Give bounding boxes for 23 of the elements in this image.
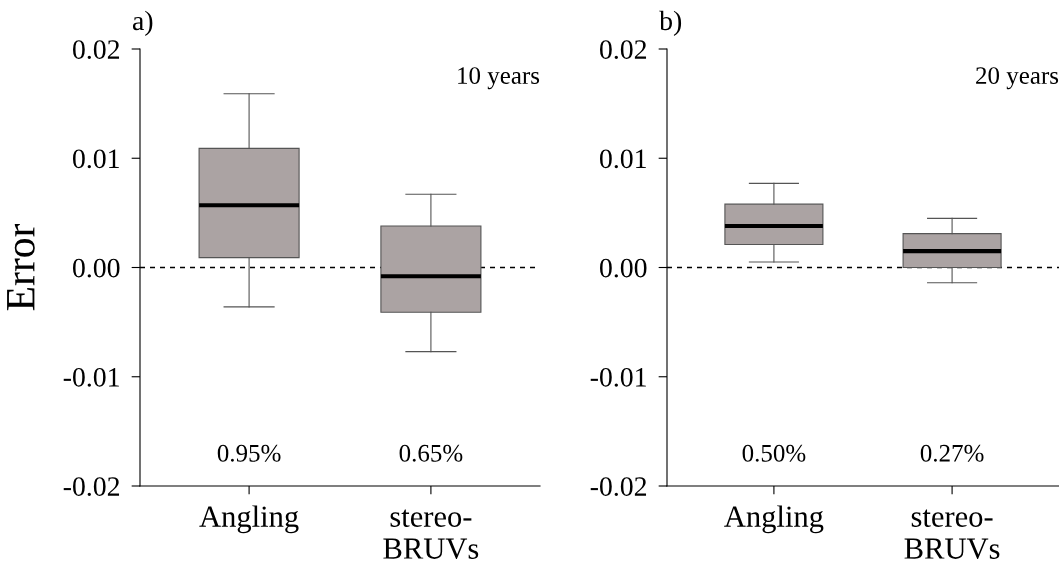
y-tick-label: 0.01 — [73, 149, 119, 169]
y-tick-label: 0.01 — [600, 149, 646, 169]
x-tick-label: stereo- BRUVs — [383, 509, 479, 560]
y-tick-label: -0.02 — [63, 477, 120, 497]
annotation: 0.95% — [217, 444, 281, 462]
x-tick-label: Angling — [199, 505, 299, 534]
y-axis-title: Error — [7, 223, 35, 311]
y-tick-label: -0.01 — [63, 367, 119, 387]
chart-title: a) — [132, 10, 153, 36]
y-tick-label: -0.01 — [590, 367, 646, 387]
y-tick-label: 0.00 — [73, 258, 120, 278]
y-tick-label: 0.00 — [600, 258, 647, 278]
chart-title: b) — [659, 10, 682, 36]
y-tick-label: -0.02 — [590, 477, 647, 497]
annotation: 0.50% — [742, 444, 806, 462]
annotation: 10 years — [458, 67, 540, 90]
annotation: 0.65% — [399, 444, 463, 462]
annotation: 0.27% — [920, 444, 984, 462]
x-tick-label: stereo- BRUVs — [904, 509, 1000, 560]
y-tick-label: 0.02 — [600, 40, 647, 60]
annotation: 20 years — [976, 67, 1059, 90]
y-tick-label: 0.02 — [73, 40, 120, 60]
x-tick-label: Angling — [724, 505, 824, 534]
